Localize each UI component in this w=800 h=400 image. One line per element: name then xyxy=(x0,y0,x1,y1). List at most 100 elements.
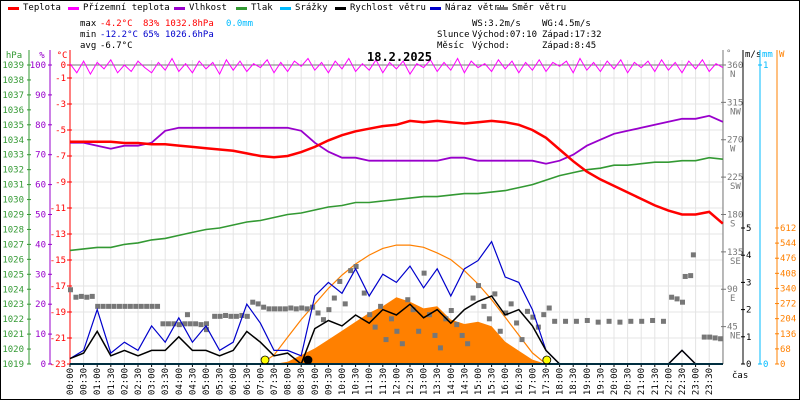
legend-label: Rychlost větru xyxy=(350,3,426,13)
wind-direction-point xyxy=(367,312,373,318)
wind-direction-point xyxy=(718,336,724,342)
wind-direction-point xyxy=(682,273,688,279)
wind-direction-point xyxy=(198,322,204,328)
wind-direction-point xyxy=(255,301,261,307)
wind-direction-point xyxy=(465,341,471,347)
solar-tick-label: 68 xyxy=(780,345,791,355)
x-tick-label: 11:30 xyxy=(379,368,389,395)
x-tick-label: 15:30 xyxy=(488,368,498,395)
wind-direction-point xyxy=(546,305,552,311)
wind-direction-point xyxy=(223,312,229,318)
legend-item-wind-direction: Směr větru xyxy=(497,3,566,13)
x-tick-label: 21:30 xyxy=(651,368,661,395)
x-tick-label: 18:00 xyxy=(556,368,566,395)
solar-tick-label: 136 xyxy=(780,330,796,340)
pressure-tick-label: 1031 xyxy=(2,181,24,191)
pressure-tick-label: 1037 xyxy=(2,91,24,101)
wind-direction-point xyxy=(353,263,359,269)
legend-item-humidity: Vlhkost xyxy=(174,3,227,13)
humidity-tick-label: 60 xyxy=(35,181,46,191)
temperature-tick-label: -9 xyxy=(55,178,66,188)
x-tick-label: 14:30 xyxy=(460,368,470,395)
direction-axis-unit: ° xyxy=(726,49,731,59)
stat-avg-label: avg xyxy=(80,41,97,51)
temperature-tick-label: -1 xyxy=(55,74,66,84)
direction-compass-label: NW xyxy=(730,107,741,117)
stat-wind-speed-max: WS:3.2m/s xyxy=(472,19,521,29)
x-tick-label: 20:00 xyxy=(610,368,620,395)
x-tick-label: 00:00 xyxy=(66,368,76,395)
wind-direction-point xyxy=(410,307,416,313)
legend-label: Tlak xyxy=(251,3,273,13)
wind-direction-point xyxy=(530,314,536,320)
x-tick-label: 17:30 xyxy=(542,368,552,395)
wind-direction-point xyxy=(707,334,713,340)
temperature-axis-unit: °C xyxy=(57,51,68,61)
wind-direction-point xyxy=(176,322,182,328)
x-tick-label: 08:30 xyxy=(297,368,307,395)
wind-direction-point xyxy=(182,321,188,327)
pressure-tick-label: 1028 xyxy=(2,225,24,235)
rain-tick-label: 1 xyxy=(763,61,768,71)
wind-direction-point xyxy=(95,303,101,309)
x-tick-label: 06:00 xyxy=(229,368,239,395)
wind-tick-label: 0 xyxy=(746,360,751,370)
pressure-tick-label: 1023 xyxy=(2,300,24,310)
solar-tick-label: 612 xyxy=(780,224,796,234)
direction-tick-label: 135 xyxy=(727,248,743,258)
wind-direction-point xyxy=(421,270,427,276)
direction-compass-label: NE xyxy=(730,332,741,342)
humidity-axis-unit: % xyxy=(39,51,45,61)
direction-compass-label: N xyxy=(730,70,735,80)
x-tick-label: 17:00 xyxy=(528,368,538,395)
temperature-tick-label: -7 xyxy=(55,152,66,162)
wind-tick-label: 4 xyxy=(746,251,751,261)
wind-direction-point xyxy=(437,345,443,351)
chart-title: 18.2.2025 xyxy=(367,50,433,64)
x-tick-label: 01:00 xyxy=(93,368,103,395)
legend-label: Vlhkost xyxy=(189,3,227,13)
temperature-tick-label: 0 xyxy=(61,61,66,71)
pressure-tick-label: 1027 xyxy=(2,240,24,250)
stat-min-humidity: 65% xyxy=(143,30,160,40)
x-tick-label: 16:30 xyxy=(515,368,525,395)
x-tick-label: 09:30 xyxy=(324,368,334,395)
temperature-tick-label: -15 xyxy=(50,256,66,266)
wind-direction-point xyxy=(361,290,367,296)
wind-tick-label: 2 xyxy=(746,306,751,316)
wind-direction-point xyxy=(160,321,166,327)
solar-tick-label: 408 xyxy=(780,269,796,279)
temperature-tick-label: -11 xyxy=(50,204,66,214)
wind-direction-point xyxy=(514,320,520,326)
x-tick-label: 11:00 xyxy=(365,368,375,395)
stat-max-temp: -4.2°C xyxy=(100,19,133,29)
wind-direction-point xyxy=(492,291,498,297)
pressure-tick-label: 1036 xyxy=(2,106,24,116)
wind-axis-unit: m/s xyxy=(745,50,761,60)
wind-direction-point xyxy=(573,318,579,324)
stat-max-label: max xyxy=(80,19,97,29)
wind-direction-point xyxy=(171,321,177,327)
wind-direction-point xyxy=(78,293,84,299)
wind-direction-point xyxy=(100,303,106,309)
x-tick-label: 05:30 xyxy=(216,368,226,395)
stat-min-pressure: 1026.6hPa xyxy=(165,30,214,40)
wind-direction-point xyxy=(617,319,623,325)
wind-direction-point xyxy=(337,278,343,284)
x-tick-label: 13:30 xyxy=(433,368,443,395)
temperature-tick-label: -17 xyxy=(50,282,66,292)
wind-direction-point xyxy=(497,328,503,334)
wind-direction-point xyxy=(320,317,326,323)
wind-direction-point xyxy=(111,303,117,309)
pressure-tick-label: 1033 xyxy=(2,151,24,161)
humidity-tick-label: 90 xyxy=(35,91,46,101)
x-tick-label: 18:30 xyxy=(569,368,579,395)
x-tick-label: 01:30 xyxy=(107,368,117,395)
wind-tick-label: 1 xyxy=(746,333,751,343)
x-tick-label: 16:00 xyxy=(501,368,511,395)
wind-direction-point xyxy=(73,294,79,300)
wind-direction-point xyxy=(228,313,234,319)
wind-direction-point xyxy=(394,328,400,334)
x-tick-label: 02:30 xyxy=(134,368,144,395)
